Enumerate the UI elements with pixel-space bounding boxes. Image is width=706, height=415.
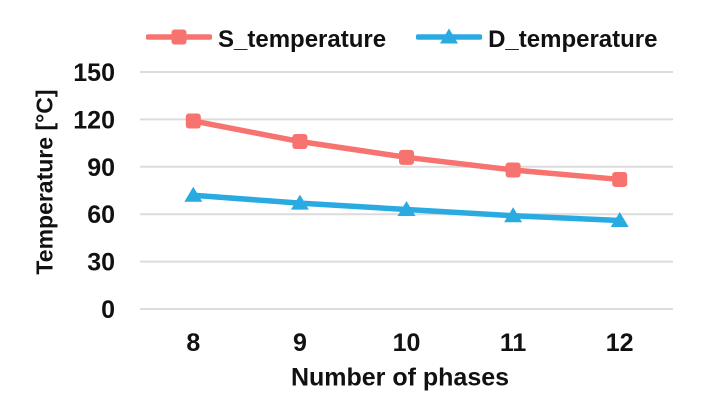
x-axis-title: Number of phases	[290, 363, 510, 392]
marker-S_temperature-x8	[185, 113, 201, 129]
x-tick-label-8: 8	[186, 329, 200, 357]
x-tick-label-11: 11	[500, 329, 527, 357]
chart-legend: S_temperature D_temperature	[145, 25, 658, 54]
legend-label-s-temperature: S_temperature	[218, 25, 387, 53]
marker-D_temperature-x11	[504, 207, 523, 223]
legend-item-s-temperature: S_temperature	[145, 25, 387, 54]
marker-D_temperature-x10	[397, 200, 416, 216]
y-tick-label-120: 120	[73, 106, 115, 134]
y-tick-label-60: 60	[87, 201, 115, 229]
x-tick-label-9: 9	[293, 329, 307, 357]
marker-S_temperature-x10	[399, 149, 414, 165]
x-tick-label-12: 12	[606, 329, 634, 357]
s-temperature-line-square-icon	[145, 25, 213, 54]
marker-D_temperature-x8	[184, 186, 203, 202]
legend-label-d-temperature: D_temperature	[488, 25, 658, 53]
marker-D_temperature-x12	[610, 212, 629, 228]
marker-S_temperature-x12	[612, 171, 628, 187]
x-tick-label-10: 10	[393, 329, 421, 357]
d-temperature-line-triangle-icon	[415, 25, 483, 54]
marker-S_temperature-x11	[505, 162, 521, 178]
y-tick-label-150: 150	[73, 59, 115, 87]
legend-key-D_temperature	[440, 28, 459, 44]
y-tick-label-30: 30	[87, 249, 115, 277]
y-tick-label-90: 90	[87, 154, 115, 182]
marker-D_temperature-x9	[290, 194, 309, 210]
y-axis-title: Temperature [°C]	[31, 89, 58, 275]
legend-item-d-temperature: D_temperature	[415, 25, 658, 54]
marker-S_temperature-x9	[292, 134, 308, 150]
legend-key-S_temperature	[171, 29, 187, 45]
y-tick-label-0: 0	[101, 296, 115, 324]
